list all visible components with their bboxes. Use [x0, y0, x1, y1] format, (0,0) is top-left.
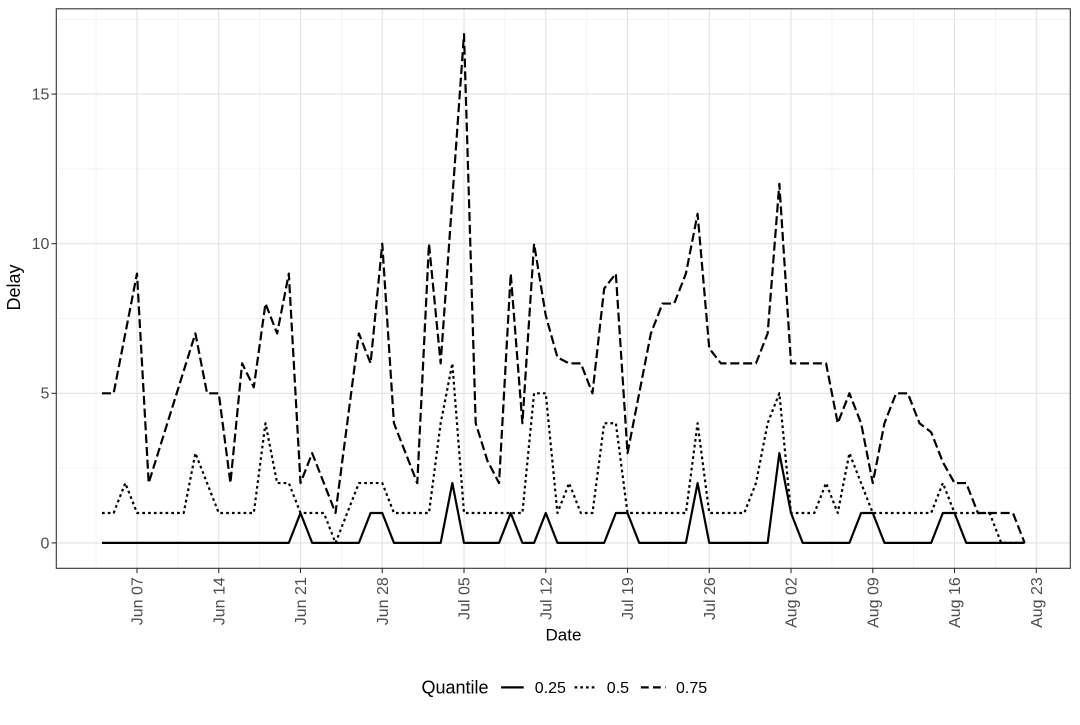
- svg-text:Jul 12: Jul 12: [538, 577, 555, 620]
- svg-text:Aug 16: Aug 16: [947, 577, 964, 628]
- svg-text:15: 15: [32, 87, 50, 104]
- svg-text:Aug 02: Aug 02: [784, 577, 801, 628]
- svg-text:Date: Date: [546, 626, 582, 645]
- svg-text:Jun 14: Jun 14: [211, 577, 228, 625]
- svg-text:Jun 07: Jun 07: [130, 577, 147, 625]
- svg-text:10: 10: [32, 236, 50, 253]
- svg-text:Jul 19: Jul 19: [620, 577, 637, 620]
- svg-text:0: 0: [40, 535, 49, 552]
- svg-text:Aug 23: Aug 23: [1029, 577, 1046, 628]
- svg-text:0.5: 0.5: [607, 680, 629, 697]
- svg-text:Jun 28: Jun 28: [375, 577, 392, 625]
- svg-text:Delay: Delay: [4, 264, 24, 310]
- svg-text:5: 5: [40, 386, 49, 403]
- svg-text:0.75: 0.75: [676, 680, 707, 697]
- svg-text:Jun 21: Jun 21: [293, 577, 310, 625]
- svg-text:Jul 26: Jul 26: [702, 577, 719, 620]
- svg-text:0.25: 0.25: [535, 680, 566, 697]
- svg-text:Quantile: Quantile: [422, 678, 489, 698]
- svg-text:Jul 05: Jul 05: [457, 577, 474, 620]
- svg-text:Aug 09: Aug 09: [865, 577, 882, 628]
